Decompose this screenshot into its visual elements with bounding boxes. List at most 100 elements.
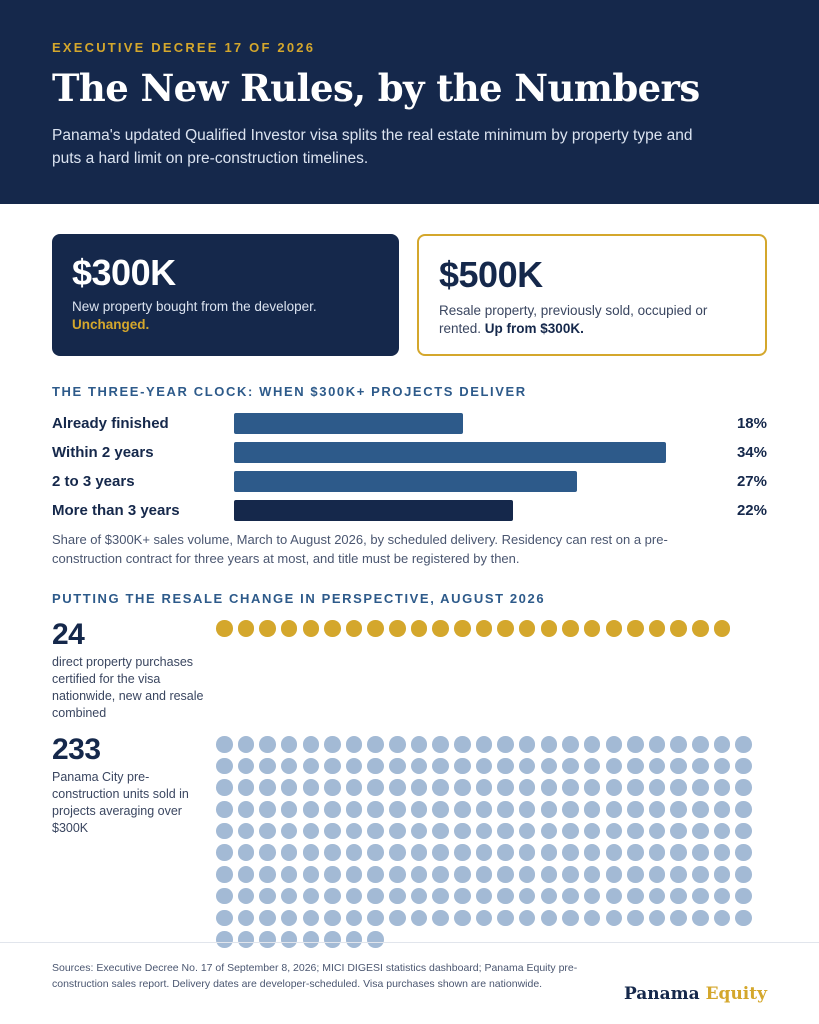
unit-dot <box>367 757 384 775</box>
unit-dot <box>497 844 514 861</box>
unit-dot <box>432 844 449 861</box>
bar-track <box>234 413 704 435</box>
unit-dot <box>237 844 255 861</box>
unit-dot <box>670 620 687 637</box>
unit-dot <box>518 620 536 637</box>
unit-dot <box>475 844 493 861</box>
unit-dot <box>216 822 233 840</box>
unit-dot <box>367 909 384 926</box>
unit-dot <box>302 866 320 883</box>
unit-dot <box>410 844 428 861</box>
unit-dot <box>518 801 536 818</box>
unit-dot <box>389 757 406 775</box>
delivery-caption: Share of $300K+ sales volume, March to A… <box>52 532 668 566</box>
unit-dot <box>302 931 320 948</box>
unit-dot <box>432 909 449 926</box>
unit-dot <box>389 736 406 753</box>
unit-dot <box>692 757 709 775</box>
unit-dot <box>605 822 623 840</box>
unit-dot <box>648 779 666 796</box>
bar-track <box>234 471 704 493</box>
unit-dot <box>605 757 623 775</box>
unit-dot <box>735 866 752 883</box>
unit-dot <box>302 887 320 905</box>
unit-dot <box>497 866 514 883</box>
unit-dot <box>454 887 471 905</box>
unit-dot <box>648 866 666 883</box>
unit-dot <box>605 779 623 796</box>
unit-dot <box>583 887 601 905</box>
new-property-card: $300K New property bought from the devel… <box>52 234 399 356</box>
unit-dot <box>280 801 298 818</box>
unit-dot <box>259 801 276 818</box>
unit-dot <box>713 736 731 753</box>
unit-dot <box>583 736 601 753</box>
unit-dot <box>216 866 233 883</box>
unit-dot <box>583 801 601 818</box>
bar-row: 2 to 3 years 27% <box>52 471 767 493</box>
bar <box>234 500 514 521</box>
unit-dot <box>670 736 687 753</box>
unit-dot <box>670 779 687 796</box>
unit-dot <box>410 757 428 775</box>
unit-dot <box>259 736 276 753</box>
delivery-section-title: THE THREE-YEAR CLOCK: WHEN $300K+ PROJEC… <box>52 384 527 399</box>
unit-dot <box>540 866 558 883</box>
unit-dot <box>259 822 276 840</box>
resale-property-desc: Resale property, previously sold, occupi… <box>439 302 739 338</box>
unit-dot <box>648 887 666 905</box>
bar-value-label: 18% <box>736 415 767 432</box>
unit-dot <box>605 844 623 861</box>
resale-property-desc-text: Resale property, previously sold, occupi… <box>439 303 708 336</box>
unit-dot <box>345 909 363 926</box>
unit-dot <box>324 736 341 753</box>
unit-dot <box>324 757 341 775</box>
unit-dot <box>648 909 666 926</box>
unit-dot <box>237 620 255 637</box>
unit-dot <box>454 866 471 883</box>
unit-dot <box>432 822 449 840</box>
unit-dot <box>367 801 384 818</box>
resale-property-note: Up from $300K. <box>484 321 584 336</box>
unit-dot <box>713 844 731 861</box>
unit-dot <box>237 757 255 775</box>
unit-dot <box>583 822 601 840</box>
unit-dot <box>583 866 601 883</box>
unit-dot <box>280 909 298 926</box>
new-property-amount: $300K <box>72 252 176 293</box>
unit-dot <box>389 866 406 883</box>
unit-dot <box>237 866 255 883</box>
unit-dot <box>367 866 384 883</box>
bar-category-label: More than 3 years <box>52 502 180 519</box>
unit-dot <box>259 757 276 775</box>
unit-dot <box>518 887 536 905</box>
bar <box>234 471 577 492</box>
unit-dot <box>216 909 233 926</box>
brand-name-main: Panama <box>623 984 700 1004</box>
unit-dot <box>627 866 644 883</box>
unit-dot <box>562 822 579 840</box>
resale-property-card: $500K Resale property, previously sold, … <box>417 234 767 356</box>
unit-dot <box>692 822 709 840</box>
unit-dot <box>692 736 709 753</box>
unit-dot <box>540 887 558 905</box>
unit-dot <box>389 822 406 840</box>
bar-category-label: Within 2 years <box>52 444 154 461</box>
unit-dot <box>410 801 428 818</box>
unit-dot <box>735 822 752 840</box>
unit-dot <box>454 620 471 637</box>
unit-dot <box>454 736 471 753</box>
unit-dot <box>627 736 644 753</box>
unit-dot <box>670 801 687 818</box>
unit-dot <box>259 844 276 861</box>
unit-dot <box>627 801 644 818</box>
unit-dot <box>237 822 255 840</box>
brand-name-accent: Equity <box>705 984 767 1004</box>
unit-dot <box>562 779 579 796</box>
unit-dot <box>518 757 536 775</box>
unit-dot <box>345 779 363 796</box>
unit-dot <box>367 736 384 753</box>
bar-value-label: 22% <box>736 502 767 519</box>
header-banner: EXECUTIVE DECREE 17 OF 2026 The New Rule… <box>0 0 819 204</box>
unit-dot <box>497 822 514 840</box>
